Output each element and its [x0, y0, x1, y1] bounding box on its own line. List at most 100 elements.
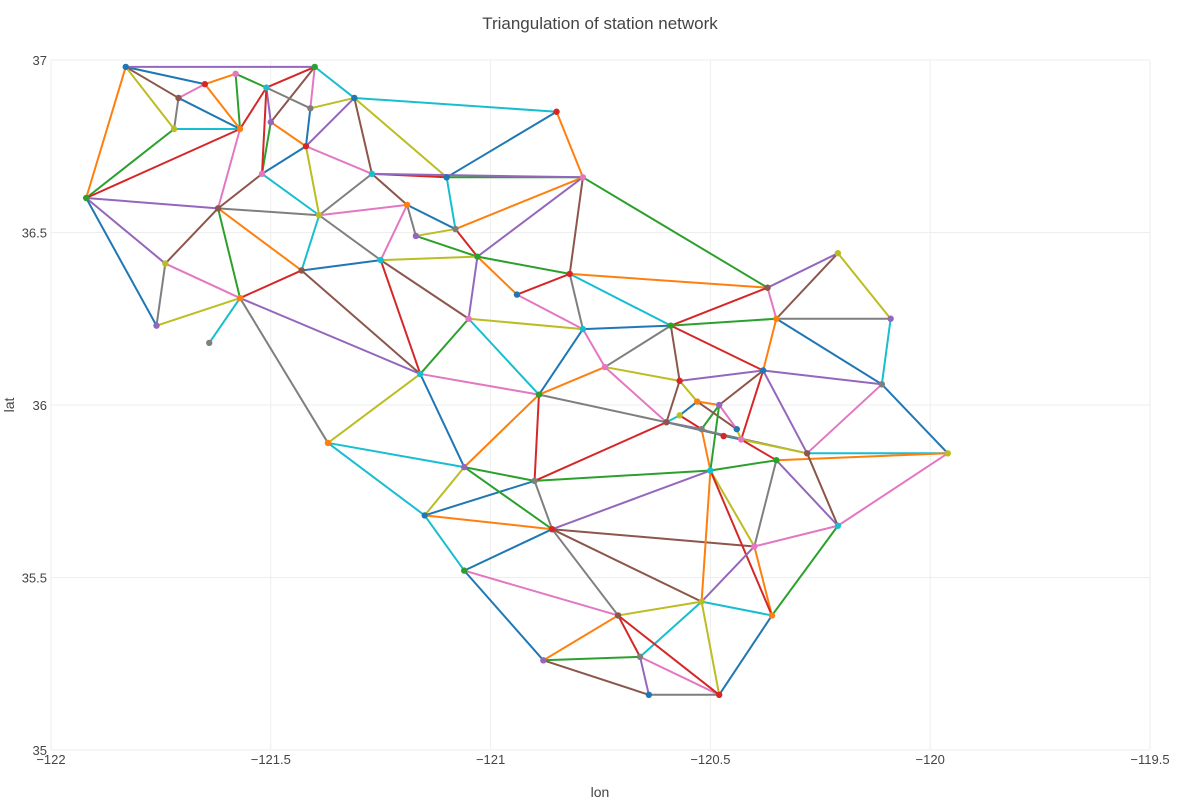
triangle-edge: [700, 404, 721, 431]
triangle-edge: [463, 466, 536, 482]
station-point: [153, 322, 160, 329]
triangle-edge: [239, 297, 422, 375]
station-point: [412, 232, 420, 240]
triangle-edge: [533, 393, 540, 482]
triangle-edge: [318, 203, 409, 217]
x-tick-label: −120.5: [690, 752, 730, 767]
triangle-edge: [463, 569, 545, 662]
station-point: [676, 412, 683, 419]
triangle-edge: [269, 121, 307, 148]
triangle-edge: [85, 128, 176, 199]
triangle-edge: [217, 207, 303, 272]
triangle-edge: [770, 524, 839, 617]
triangle-edge: [234, 72, 242, 130]
triangle-edge: [551, 528, 620, 617]
triangle-edge: [678, 379, 699, 403]
triangle-edge: [309, 65, 316, 110]
station-point: [768, 612, 776, 619]
triangle-edge: [617, 600, 703, 617]
triangle-edge: [300, 214, 321, 272]
triangle-edge: [762, 317, 778, 372]
triangle-edge: [318, 214, 382, 262]
triangle-edge: [700, 428, 712, 472]
station-point: [82, 194, 90, 202]
triangle-edge: [419, 372, 466, 469]
station-point: [751, 543, 758, 550]
station-point: [887, 315, 894, 322]
triangle-edge: [85, 197, 167, 265]
triangle-edge: [445, 110, 558, 179]
station-point: [403, 201, 411, 209]
station-point: [311, 63, 318, 71]
triangle-edge: [406, 203, 457, 231]
station-point: [715, 401, 723, 409]
triangle-edge: [353, 96, 448, 179]
station-point: [803, 450, 811, 457]
triangle-edge: [261, 172, 321, 217]
triangle-edge: [300, 269, 422, 375]
triangle-edge: [463, 393, 540, 469]
y-tick-label: 35.5: [22, 571, 47, 586]
triangle-edge: [766, 252, 839, 289]
station-point: [368, 170, 376, 178]
station-point: [417, 370, 424, 378]
triangle-edge: [265, 86, 272, 124]
triangle-edge: [476, 255, 571, 275]
triangle-edge: [164, 207, 220, 265]
triangle-edge: [85, 197, 158, 327]
triangle-edge: [537, 328, 584, 396]
triangle-edge: [639, 655, 650, 696]
triangle-edge: [740, 438, 778, 462]
triangle-edge: [370, 172, 409, 206]
station-point: [267, 118, 274, 126]
triangle-edge: [265, 86, 312, 110]
station-point: [122, 63, 129, 71]
triangulation-edges: [85, 65, 949, 696]
triangle-edge: [239, 86, 268, 130]
triangle-edge: [700, 469, 712, 603]
triangle-edge: [603, 366, 681, 382]
station-points: [82, 63, 951, 698]
x-tick-label: −121: [476, 752, 505, 767]
station-point: [773, 457, 780, 464]
station-point: [579, 325, 587, 333]
triangle-edge: [304, 145, 373, 175]
triangle-edge: [217, 172, 264, 210]
triangle-edge: [568, 272, 672, 327]
triangle-edge: [568, 176, 584, 275]
x-tick-label: −122: [36, 752, 65, 767]
triangle-edge: [762, 369, 883, 386]
station-point: [944, 450, 951, 457]
triangle-edge: [467, 317, 584, 331]
station-point: [162, 260, 169, 267]
triangle-edge: [124, 65, 176, 130]
station-point: [698, 598, 705, 605]
triangle-edge: [467, 317, 540, 396]
station-point: [878, 381, 886, 388]
triangle-edge: [269, 65, 316, 124]
triangle-edge: [467, 255, 479, 320]
triangle-edge: [678, 400, 699, 417]
station-point: [452, 225, 459, 233]
grid-lines: [50, 59, 1151, 751]
station-point: [315, 212, 323, 219]
y-tick-label: 35: [33, 743, 47, 758]
triangle-edge: [353, 96, 558, 113]
station-point: [694, 398, 701, 405]
triangle-edge: [445, 176, 457, 231]
triangle-edge: [234, 72, 268, 89]
triangle-edge: [551, 528, 756, 548]
station-point: [698, 425, 705, 433]
station-point: [553, 108, 560, 115]
triangle-edge: [155, 297, 242, 327]
station-point: [737, 436, 745, 443]
triangle-edge: [753, 545, 773, 617]
triangle-edge: [476, 176, 584, 258]
triangle-edge: [454, 228, 479, 258]
triangle-edge: [515, 293, 584, 331]
station-point: [302, 143, 310, 150]
triangle-edge: [740, 369, 765, 441]
station-point: [307, 105, 314, 112]
triangle-edge: [603, 324, 672, 369]
triangle-edge: [261, 86, 268, 175]
